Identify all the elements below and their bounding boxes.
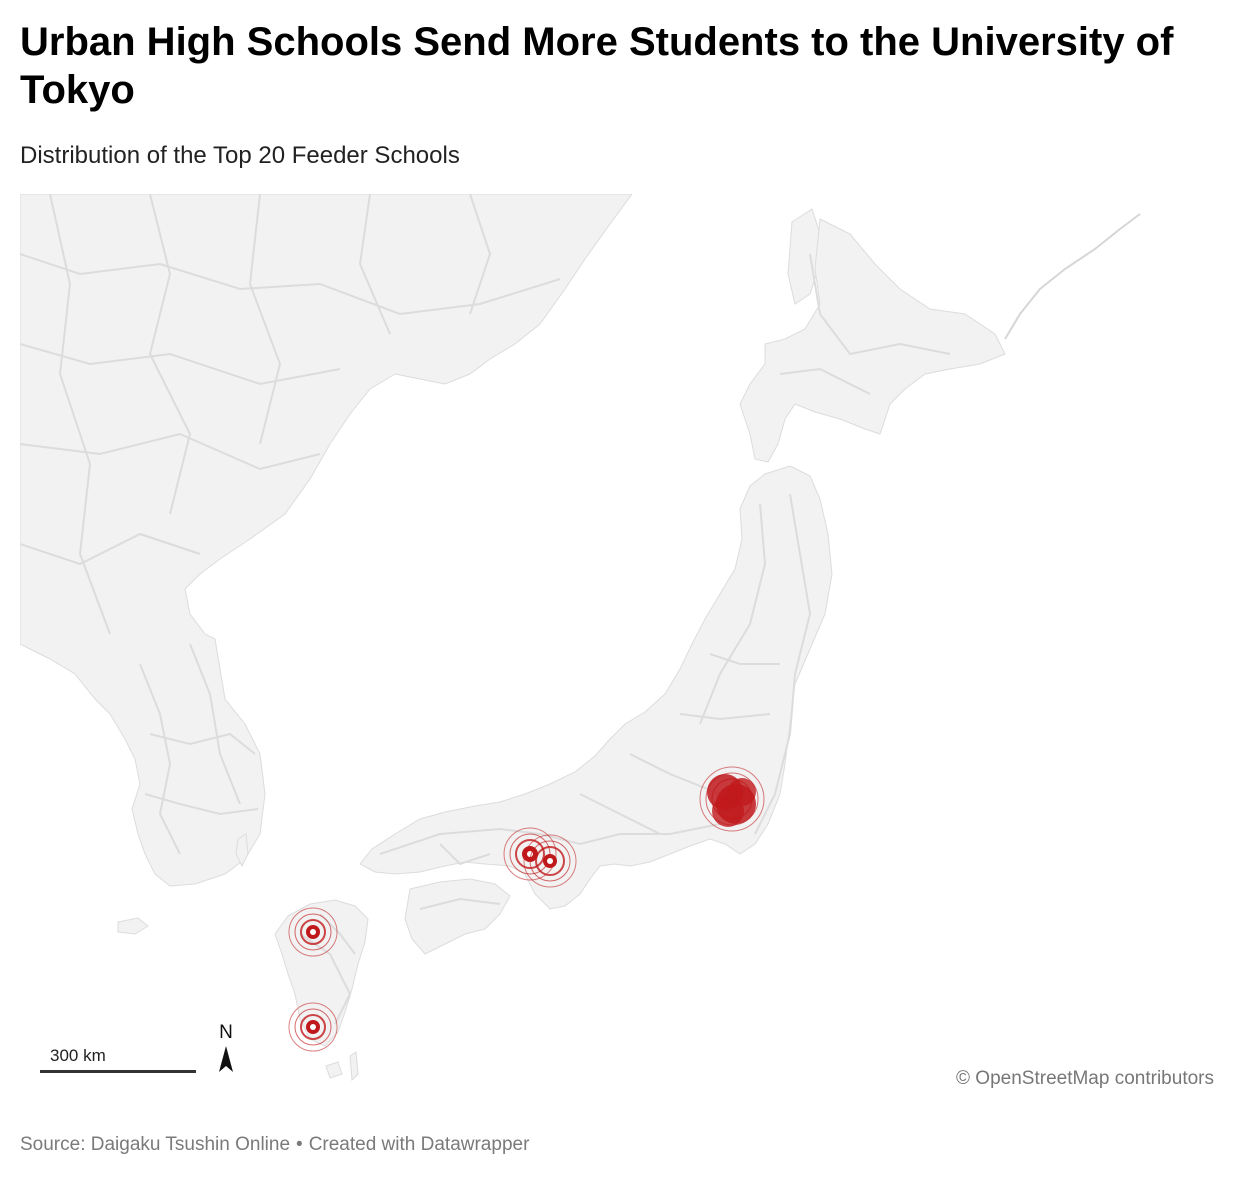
cluster-tokyo[interactable] <box>699 766 765 832</box>
road-network <box>20 194 951 1025</box>
north-label: N <box>219 1022 233 1043</box>
chart-subtitle: Distribution of the Top 20 Feeder School… <box>20 142 460 169</box>
land-tsushima <box>235 833 249 868</box>
scale-bar: 300 km <box>40 1046 196 1076</box>
cluster-kagoshima[interactable] <box>288 1002 338 1052</box>
land-asia-mainland <box>20 194 633 887</box>
land-hokkaido <box>739 218 1006 463</box>
map-canvas <box>20 194 1141 1082</box>
north-arrow-icon <box>219 1046 233 1072</box>
map-attribution[interactable]: © OpenStreetMap contributors <box>956 1068 1214 1089</box>
land-shikoku <box>404 878 511 955</box>
source-text[interactable]: Source: Daigaku Tsushin Online <box>20 1134 291 1155</box>
land-kyushu <box>274 899 369 1047</box>
chart-title: Urban High Schools Send More Students to… <box>20 20 1174 112</box>
map[interactable] <box>20 194 1220 1100</box>
north-arrow: N <box>213 1022 239 1082</box>
cluster-kyoto[interactable] <box>503 827 557 881</box>
land-honshu <box>359 465 833 910</box>
land-kurils <box>1004 213 1141 340</box>
land-tanegashima <box>349 1051 359 1082</box>
footer: Source: Daigaku Tsushin Online • Created w… <box>20 1134 529 1156</box>
credit-text[interactable]: Created with Datawrapper <box>308 1134 530 1155</box>
land-yakushima <box>325 1061 343 1079</box>
scale-bar-label: 300 km <box>50 1046 106 1065</box>
land-jeju <box>117 917 149 935</box>
footer-separator: • <box>296 1134 303 1155</box>
cluster-kumamoto[interactable] <box>288 907 338 957</box>
scale-bar-line <box>40 1070 196 1073</box>
cluster-osaka[interactable] <box>523 834 577 888</box>
school-markers <box>288 766 765 1052</box>
